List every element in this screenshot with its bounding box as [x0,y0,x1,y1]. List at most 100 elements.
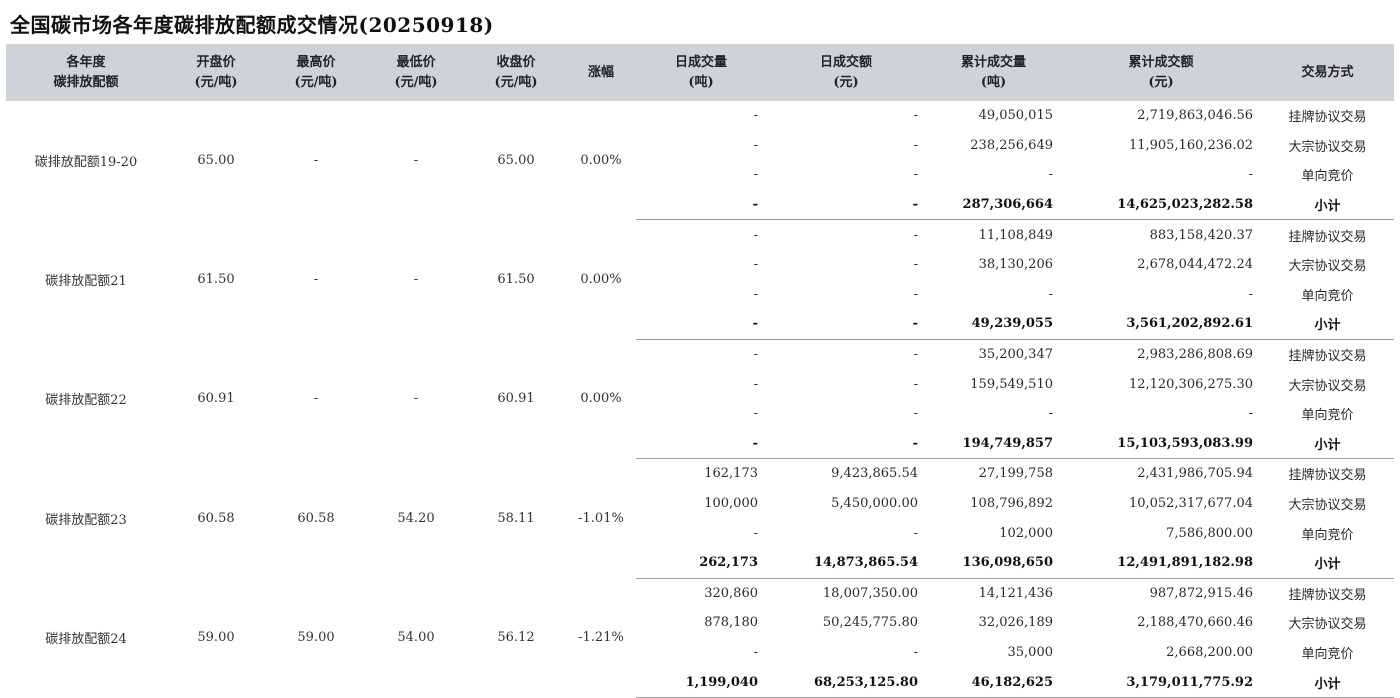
close-price: 60.91 [497,391,535,407]
cumulative-volume: - [1048,406,1053,422]
trade-method: 大宗协议交易 [1288,139,1367,155]
trade-method: 挂牌协议交易 [1288,349,1367,365]
cumulative-volume: - [1048,167,1053,183]
daily-volume: - [753,406,758,422]
cumulative-amount: 2,431,986,705.94 [1137,466,1253,482]
trade-method: 小计 [1261,667,1394,698]
open-price: 60.58 [197,510,235,526]
header-change: 涨幅 [566,44,636,101]
high-price: 60.58 [297,510,335,526]
daily-amount: - [913,137,918,153]
table-row: 碳排放配额21 61.50 - - 61.50 0.00% - - 11,108,849 883,… [6,220,1394,289]
trade-method: 挂牌协议交易 [1288,110,1367,126]
cumulative-volume: - [1048,286,1053,302]
cumulative-volume: 136,098,650 [926,547,1061,579]
carbon-market-table: 各年度 碳排放配额 开盘价 (元/吨) 最高价 (元/吨) 最低价 (元/吨) … [6,44,1394,698]
cumulative-volume: 287,306,664 [926,189,1061,221]
table-row: 碳排放配额19-20 65.00 - - 65.00 0.00% - - 49,050,015 2… [6,101,1394,170]
cumulative-volume: 35,000 [1007,644,1054,660]
change-pct: 0.00% [580,391,622,407]
daily-volume: 878,180 [704,615,758,631]
trade-method: 单向竞价 [1301,527,1354,543]
daily-volume: 262,173 [636,547,766,579]
daily-volume: - [753,286,758,302]
table-row: - - - - 单向竞价 [6,399,1394,429]
daily-amount: - [913,286,918,302]
daily-amount: - [766,428,926,460]
table-subtotal-row: 1,199,040 68,253,125.80 46,182,625 3,179,01… [6,667,1394,698]
table-row: - - - - 单向竞价 [6,160,1394,190]
trade-method: 大宗协议交易 [1288,378,1367,394]
trade-method: 大宗协议交易 [1288,617,1367,633]
header-close-price: 收盘价 (元/吨) [466,44,566,101]
trade-method: 单向竞价 [1301,169,1354,185]
trade-method: 大宗协议交易 [1288,259,1367,275]
daily-amount: 18,007,350.00 [822,585,918,601]
cumulative-amount: 3,561,202,892.61 [1061,309,1261,340]
daily-volume: - [753,644,758,660]
daily-volume: - [753,347,758,363]
cumulative-volume: 35,200,347 [978,347,1053,363]
cumulative-amount: 2,719,863,046.56 [1137,108,1253,124]
cumulative-volume: 49,239,055 [926,309,1061,340]
table-row: 碳排放配额23 60.58 60.58 54.20 58.11 -1.01% 162,173… [6,459,1394,527]
open-price: 60.91 [197,391,235,407]
trade-method: 大宗协议交易 [1288,498,1367,514]
cumulative-amount: 2,188,470,660.46 [1137,615,1253,631]
change-pct: -1.01% [578,510,624,526]
trade-method: 单向竞价 [1301,288,1354,304]
header-cumulative-volume: 累计成交量 (吨) [926,44,1061,101]
trade-method: 挂牌协议交易 [1288,587,1367,603]
cumulative-amount: 11,905,160,236.02 [1128,137,1253,153]
cumulative-volume: 38,130,206 [978,257,1053,273]
quota-name: 碳排放配额23 [45,512,127,528]
daily-volume: - [636,428,766,460]
daily-amount: - [913,347,918,363]
header-daily-volume: 日成交量 (吨) [636,44,766,101]
table-row: - - 238,256,649 11,905,160,236.02 大宗协议交易 [6,131,1394,161]
open-price: 61.50 [197,272,235,288]
table-row: - - 159,549,510 12,120,306,275.30 大宗协议交易 [6,369,1394,399]
cumulative-amount: 2,678,044,472.24 [1137,257,1253,273]
daily-amount: 5,450,000.00 [831,496,918,512]
cumulative-amount: 2,668,200.00 [1166,644,1253,660]
daily-volume: - [753,257,758,273]
close-price: 61.50 [497,272,535,288]
table-row: - - - - 单向竞价 [6,280,1394,310]
daily-amount: - [766,189,926,221]
trade-method: 单向竞价 [1301,646,1354,662]
trade-method: 小计 [1261,189,1394,221]
cumulative-volume: 27,199,758 [978,466,1053,482]
table-row: - - 35,000 2,668,200.00 单向竞价 [6,638,1394,668]
cumulative-amount: 15,103,593,083.99 [1061,428,1261,460]
close-price: 65.00 [497,152,535,168]
daily-volume: - [636,189,766,221]
table-row: - - 38,130,206 2,678,044,472.24 大宗协议交易 [6,250,1394,280]
cumulative-volume: 32,026,189 [978,615,1053,631]
open-price: 65.00 [197,152,235,168]
cumulative-amount: - [1248,406,1253,422]
cumulative-amount: 883,158,420.37 [1149,227,1253,243]
table-subtotal-row: - -287,306,664 14,625,023,282.58 小计 [6,189,1394,221]
daily-amount: - [913,644,918,660]
header-quota-year: 各年度 碳排放配额 [6,44,166,101]
daily-volume: - [753,167,758,183]
high-price: - [313,272,319,288]
trade-method: 单向竞价 [1301,408,1354,424]
table-row: 878,180 50,245,775.80 32,026,189 2,188,470,… [6,608,1394,638]
page-title: 全国碳市场各年度碳排放配额成交情况(20250918) [10,13,494,37]
header-cumulative-amount: 累计成交额 (元) [1061,44,1261,101]
quota-name: 碳排放配额21 [45,274,127,290]
low-price: - [413,391,419,407]
cumulative-volume: 11,108,849 [978,227,1053,243]
cumulative-volume: 49,050,015 [978,108,1053,124]
table-header-row: 各年度 碳排放配额 开盘价 (元/吨) 最高价 (元/吨) 最低价 (元/吨) … [6,44,1394,101]
daily-amount: 14,873,865.54 [766,547,926,579]
daily-volume: 1,199,040 [636,667,766,698]
trade-method: 小计 [1261,428,1394,460]
cumulative-volume: 194,749,857 [926,428,1061,460]
daily-amount: - [913,257,918,273]
table-subtotal-row: - -49,239,055 3,561,202,892.61 小计 [6,309,1394,340]
change-pct: -1.21% [578,630,624,646]
cumulative-amount: 3,179,011,775.92 [1061,667,1261,698]
